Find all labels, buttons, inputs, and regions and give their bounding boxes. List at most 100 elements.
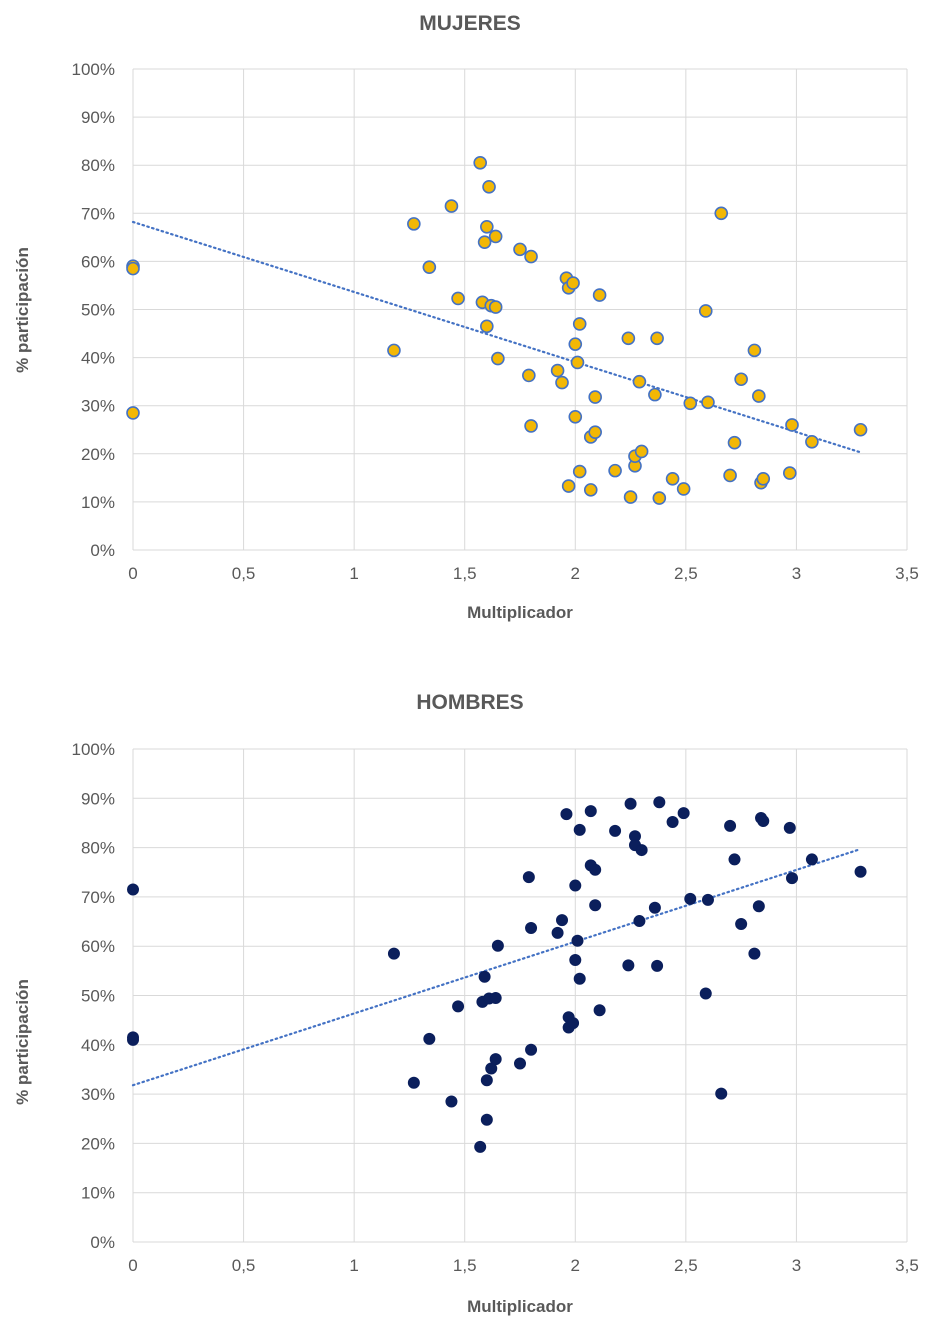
data-point (524, 419, 538, 433)
data-point (854, 865, 867, 878)
data-point (445, 1095, 458, 1108)
x-tick-label: 2 (571, 1256, 580, 1275)
data-point (634, 444, 649, 459)
data-point (756, 472, 771, 486)
data-point (444, 199, 459, 213)
data-point (550, 363, 565, 378)
trendline-layer (131, 220, 862, 454)
y-tick-label: 20% (81, 1134, 115, 1153)
data-point (665, 472, 680, 486)
data-point (583, 483, 598, 497)
data-point (782, 466, 797, 480)
y-tick-label: 30% (81, 1085, 115, 1104)
data-point (648, 387, 662, 402)
x-tick-label: 2,5 (674, 1256, 698, 1275)
data-point (805, 853, 818, 866)
data-point (752, 900, 765, 913)
x-tick-label: 3,5 (895, 1256, 919, 1275)
trendline (131, 220, 862, 454)
data-point (650, 331, 664, 346)
data-point (623, 490, 638, 504)
y-tick-label: 20% (81, 445, 115, 464)
data-point (588, 390, 602, 404)
data-point (747, 343, 762, 358)
data-point (491, 939, 504, 952)
data-point (701, 893, 714, 906)
x-axis-title: Multiplicador (467, 1297, 573, 1316)
chart-title: MUJERES (419, 12, 521, 35)
data-point (480, 219, 494, 234)
y-tick-label: 70% (81, 888, 115, 907)
y-tick-label: 50% (81, 301, 115, 320)
plot-grid (132, 68, 908, 551)
data-point (724, 819, 737, 832)
data-point (652, 491, 667, 505)
data-point (573, 972, 586, 985)
data-point (748, 947, 761, 960)
x-tick-label: 3 (792, 1256, 801, 1275)
data-point (525, 921, 538, 934)
data-point (632, 374, 647, 389)
data-point (452, 1000, 465, 1013)
y-tick-labels: 0% 10% 20% 30% 40% 50% 60% 70% 80% 90% 100% (72, 60, 115, 560)
points-layer (126, 155, 868, 505)
data-point (608, 463, 622, 478)
data-point (589, 899, 602, 912)
data-point (635, 844, 648, 857)
data-point (556, 914, 569, 927)
x-tick-label: 3,5 (895, 564, 919, 583)
y-tick-label: 0% (90, 541, 115, 560)
data-point (589, 863, 602, 876)
data-point (714, 206, 729, 221)
data-point (757, 814, 770, 827)
x-tick-label: 0,5 (232, 564, 256, 583)
y-tick-label: 50% (81, 987, 115, 1006)
data-point (648, 901, 661, 914)
data-point (785, 418, 799, 432)
trendline-layer (131, 847, 862, 1087)
data-point (569, 879, 582, 892)
x-tick-label: 1,5 (453, 1256, 477, 1275)
data-point (622, 959, 635, 972)
data-point (621, 331, 636, 346)
data-point (489, 1053, 502, 1066)
data-point (478, 970, 491, 983)
data-point (684, 892, 697, 905)
data-point (653, 796, 666, 809)
data-point (683, 396, 698, 411)
data-point (513, 242, 527, 257)
data-point (624, 797, 637, 810)
y-tick-label: 0% (90, 1233, 115, 1252)
data-point (572, 317, 587, 331)
data-point (728, 853, 741, 866)
data-point (573, 823, 586, 836)
x-tick-label: 2 (571, 564, 580, 583)
data-point (701, 395, 715, 410)
data-point (676, 482, 691, 496)
data-point (584, 805, 597, 818)
data-point (522, 368, 536, 383)
data-point (723, 468, 737, 483)
x-tick-label: 0 (128, 1256, 137, 1275)
data-point (568, 337, 583, 351)
x-tick-labels: 0 0,5 1 1,5 2 2,5 3 3,5 (128, 1256, 919, 1275)
data-point (407, 1076, 420, 1089)
data-point (805, 434, 819, 449)
x-tick-label: 3 (792, 564, 801, 583)
data-point (522, 871, 535, 884)
data-point (651, 959, 664, 972)
data-point (422, 260, 437, 274)
data-point (387, 343, 401, 358)
data-point (423, 1032, 436, 1045)
data-point (524, 249, 538, 264)
data-point (752, 389, 766, 403)
x-tick-label: 2,5 (674, 564, 698, 583)
y-tick-label: 80% (81, 156, 115, 175)
data-point (127, 1033, 139, 1046)
data-point (551, 926, 564, 939)
data-point (560, 808, 573, 821)
data-point (571, 934, 584, 947)
data-point (727, 435, 742, 450)
data-point (491, 351, 505, 366)
data-point (593, 1004, 606, 1017)
